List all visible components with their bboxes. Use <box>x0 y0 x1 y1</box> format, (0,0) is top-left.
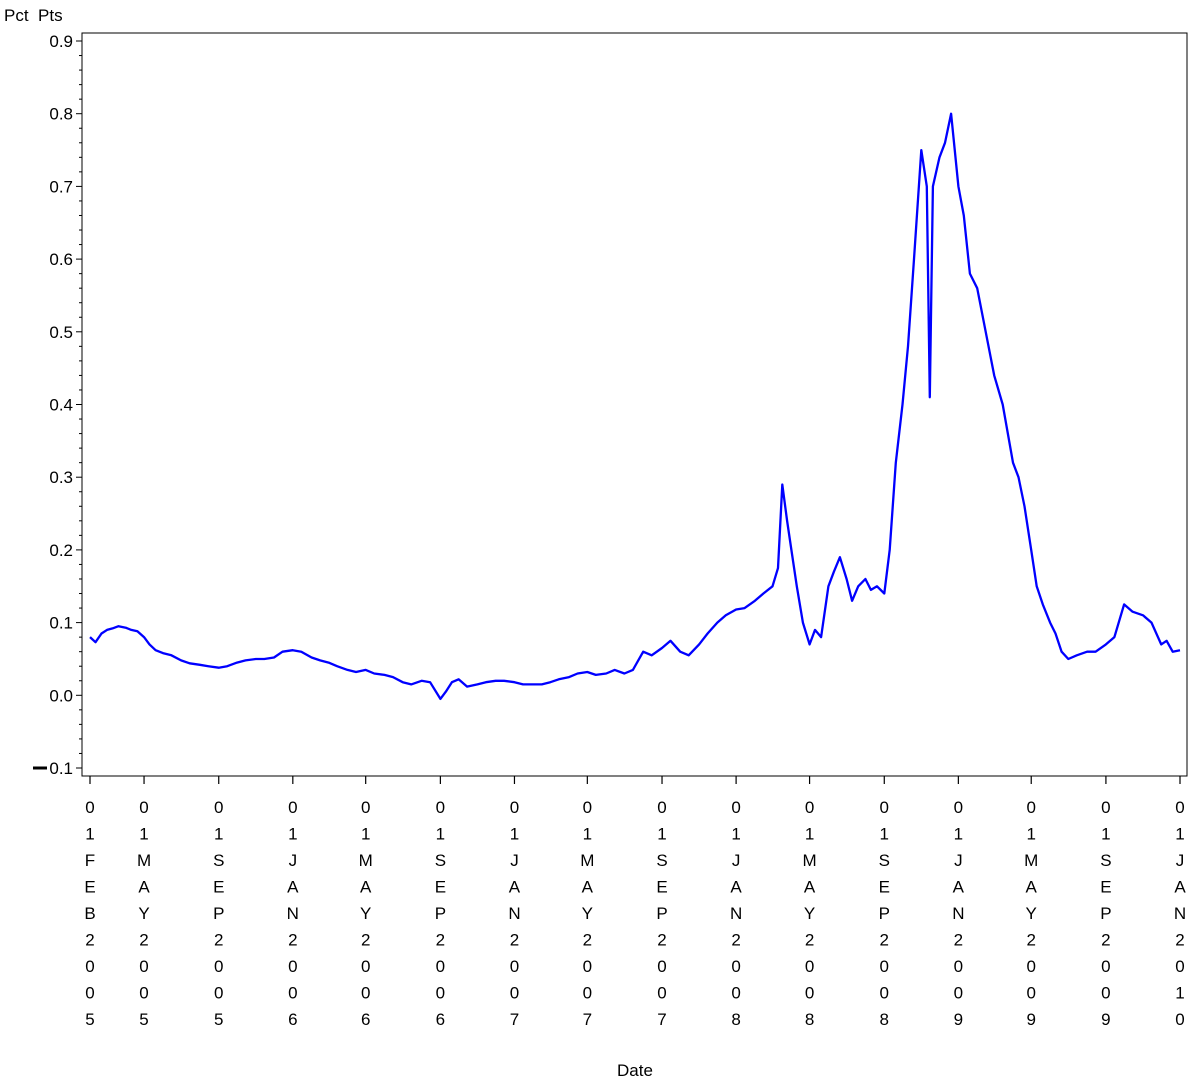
y-tick-label: 0.1 <box>49 759 73 778</box>
y-tick-label: 0.3 <box>49 468 73 487</box>
y-tick-label: 0.4 <box>49 396 73 415</box>
y-tick-label: 0.5 <box>49 323 73 342</box>
y-tick-label: 0.0 <box>49 686 73 705</box>
y-tick-label: 0.8 <box>49 105 73 124</box>
y-tick-label: 0.7 <box>49 177 73 196</box>
y-tick-label: 0.1 <box>49 614 73 633</box>
y-tick-label: 0.9 <box>49 32 73 51</box>
y-tick-label-minus-sign <box>33 766 47 770</box>
x-axis-label: Date <box>617 1061 653 1080</box>
series-line <box>89 112 1181 701</box>
y-axis-label: Pct Pts <box>4 6 63 25</box>
y-tick-label: 0.2 <box>49 541 73 560</box>
x-axis: 0 1 F E B 2 0 0 5 0 1 M A Y 2 0 0 5 0 1 S E P 2 0 0 5 0 1 J A N 2 0 0 6 0 1 M A… <box>84 776 1186 1029</box>
y-axis: 0.1 0.0 0.1 0.2 0.3 0.4 0.5 0.6 0.7 0.8 0.9 <box>33 32 82 778</box>
plot-frame <box>81 32 1188 777</box>
y-tick-label: 0.6 <box>49 250 73 269</box>
